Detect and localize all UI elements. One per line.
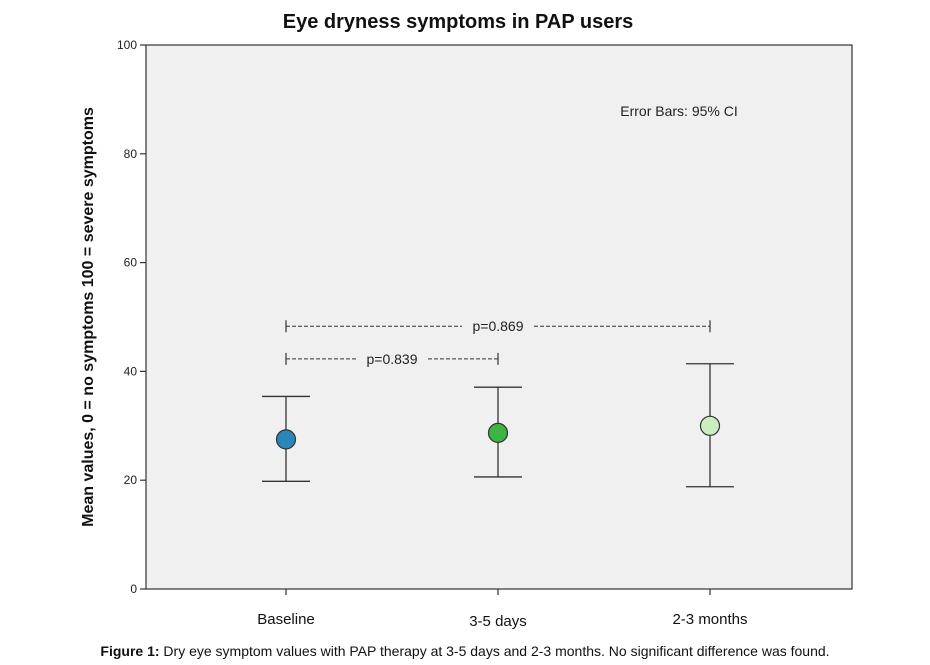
y-tick-label: 40	[124, 364, 138, 378]
caption-text: Dry eye symptom values with PAP therapy …	[159, 643, 830, 659]
x-category-label: 2-3 months	[672, 611, 747, 628]
mean-points	[275, 415, 721, 450]
chart-title: Eye dryness symptoms in PAP users	[283, 11, 634, 33]
caption-label: Figure 1:	[100, 643, 160, 659]
mean-point	[699, 415, 721, 436]
y-tick-label: 20	[124, 473, 138, 487]
error-bars-note: Error Bars: 95% CI	[620, 103, 737, 119]
mean-point	[487, 422, 509, 443]
y-axis-label: Mean values, 0 = no symptoms 100 = sever…	[80, 107, 97, 527]
y-tick-label: 60	[124, 256, 138, 270]
comparison-p-value: p=0.869	[473, 318, 524, 334]
mean-point	[275, 429, 297, 450]
comparison-p-value: p=0.839	[367, 351, 418, 367]
y-tick-label: 80	[124, 147, 138, 161]
plot-area	[145, 44, 853, 590]
chart: Eye dryness symptoms in PAP users 0 20 40 6…	[80, 11, 853, 630]
figure-caption: Figure 1: Dry eye symptom values with PA…	[0, 643, 930, 659]
y-tick-label: 0	[130, 582, 137, 596]
x-category-label: 3-5 days	[469, 613, 527, 630]
y-axis: 0 20 40 60 80 100	[117, 38, 146, 596]
comparison-brackets: p=0.839 p=0.869	[285, 318, 711, 367]
x-axis: Baseline 3-5 days 2-3 months	[257, 589, 748, 630]
x-category-label: Baseline	[257, 611, 315, 628]
y-tick-label: 100	[117, 38, 137, 52]
